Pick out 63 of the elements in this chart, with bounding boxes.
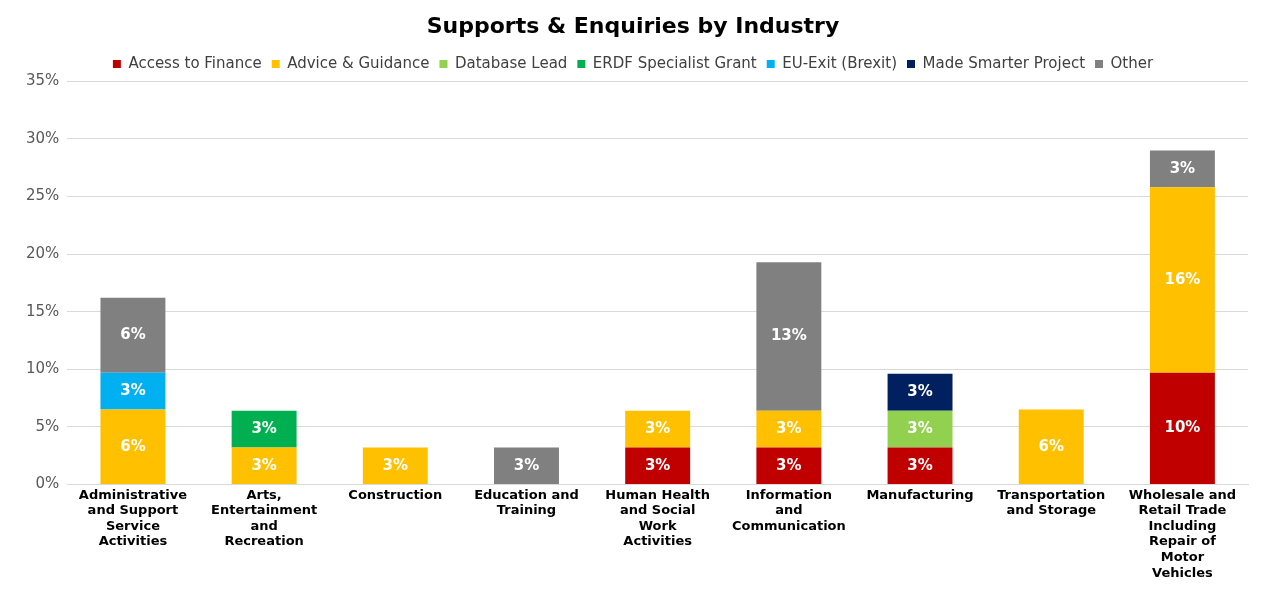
y-tick-label: 0% xyxy=(35,474,60,493)
data-label: 3% xyxy=(382,455,409,474)
y-tick-label: 30% xyxy=(26,128,60,147)
data-label: 3% xyxy=(776,455,802,474)
legend-label: ERDF Specialist Grant xyxy=(592,53,757,72)
bar xyxy=(231,447,297,484)
bar xyxy=(887,373,953,411)
data-label: 3% xyxy=(907,455,933,474)
bar xyxy=(1149,187,1215,373)
bar xyxy=(1018,409,1084,484)
bar xyxy=(625,447,691,484)
data-label: 10% xyxy=(1164,418,1201,437)
bar xyxy=(756,410,822,448)
y-tick-label: 5% xyxy=(35,416,60,435)
bar xyxy=(1149,372,1215,484)
data-label: 3% xyxy=(907,382,933,401)
data-label: 3% xyxy=(776,419,802,438)
x-tick-label: Construction xyxy=(348,486,443,502)
data-label: 6% xyxy=(120,436,146,455)
bar xyxy=(494,447,559,484)
y-tick-label: 15% xyxy=(26,301,60,320)
bar xyxy=(362,447,428,484)
y-tick-label: 35% xyxy=(26,71,60,90)
legend-label: Advice & Guidance xyxy=(287,53,430,72)
x-tick-label: Manufacturing xyxy=(866,486,974,502)
x-tick-label: Wholesale and Retail Trade Including Repair of Motor Vehicles xyxy=(1128,486,1237,580)
data-label: 16% xyxy=(1164,269,1201,288)
x-tick-label: Human Health and Social Work Activities xyxy=(605,486,710,549)
bar xyxy=(100,409,166,484)
x-tick-label: Arts, Entertainment and Recreation xyxy=(211,486,318,549)
bar xyxy=(231,410,297,448)
y-tick-label: 20% xyxy=(26,244,60,262)
legend-label: Other xyxy=(1110,53,1154,72)
bar xyxy=(756,447,822,484)
data-label: 6% xyxy=(120,325,146,344)
data-label: 13% xyxy=(770,326,807,345)
bar xyxy=(887,410,953,448)
data-label: 3% xyxy=(907,419,933,438)
y-tick-label: 10% xyxy=(26,359,60,378)
data-label: 3% xyxy=(644,419,671,438)
x-tick-label: Education and Training xyxy=(474,486,579,518)
bar xyxy=(756,262,822,411)
bar xyxy=(1149,150,1215,188)
y-tick-label: 25% xyxy=(26,186,60,205)
chart-title: Supports & Enquiries by Industry xyxy=(426,12,840,38)
legend-label: Access to Finance xyxy=(128,53,262,72)
data-label: 3% xyxy=(251,455,277,474)
legend-label: Made Smarter Project xyxy=(922,53,1086,72)
bar xyxy=(887,447,953,484)
x-tick-label: Information and Communication xyxy=(731,486,846,533)
data-label: 3% xyxy=(513,455,540,474)
legend-label: EU-Exit (Brexit) xyxy=(782,53,898,72)
x-tick-label: Administrative and Support Service Activities xyxy=(78,486,188,549)
bar xyxy=(625,410,691,448)
x-tick-label: Transportation and Storage xyxy=(997,486,1106,518)
legend-label: Database Lead xyxy=(454,53,568,72)
data-label: 3% xyxy=(1169,158,1196,177)
bar xyxy=(100,372,166,410)
data-label: 3% xyxy=(120,381,146,400)
data-label: 3% xyxy=(644,455,671,474)
data-label: 3% xyxy=(251,419,277,438)
data-label: 6% xyxy=(1038,436,1064,455)
bar xyxy=(100,297,166,373)
